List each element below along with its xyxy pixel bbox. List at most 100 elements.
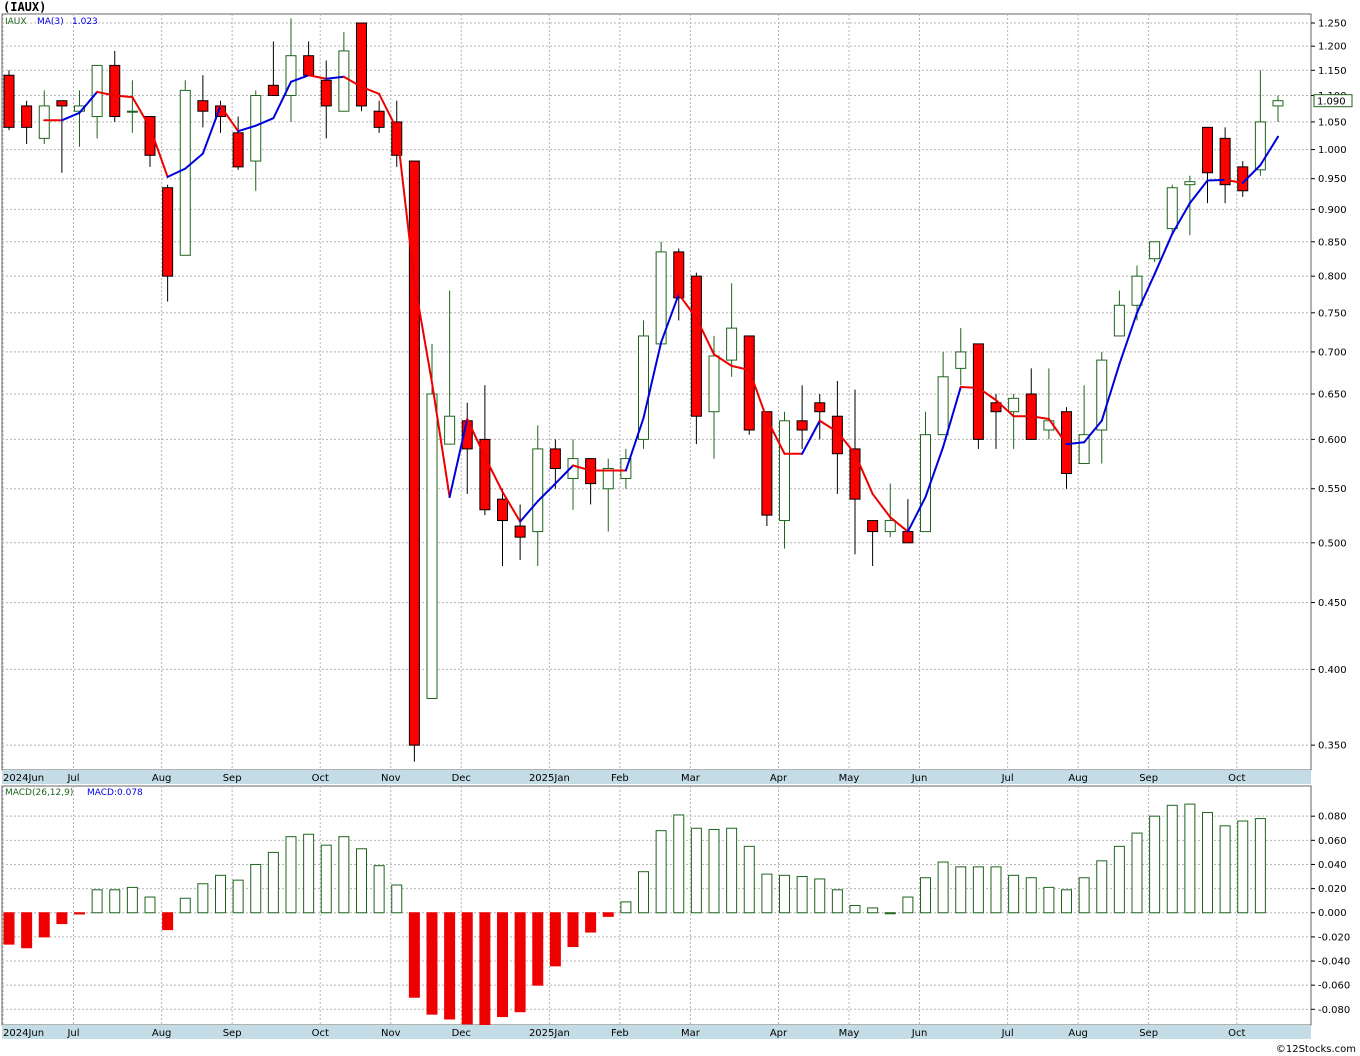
macd-legend-value: MACD:0.078 [87, 788, 143, 798]
macd-bar [990, 866, 1002, 914]
candle-body [109, 64, 121, 118]
price-tick-label: 1.200 [1318, 42, 1347, 53]
candle-body [867, 520, 879, 533]
ma3-segment [924, 445, 945, 499]
macd-bar [1025, 877, 1037, 914]
ma3-segment [431, 381, 451, 499]
macd-bar [673, 814, 685, 914]
macd-bar [74, 912, 85, 915]
ma3-segment [96, 90, 116, 97]
macd-tick-label: -0.080 [1318, 1005, 1350, 1016]
candle-body [391, 121, 403, 156]
candle-body [743, 335, 755, 431]
candle-body [761, 411, 773, 516]
candle-body [426, 393, 438, 699]
ma3-segment [113, 94, 134, 99]
ma3-segment [854, 452, 874, 495]
macd-bar [602, 912, 614, 917]
price-tick-label: 0.600 [1318, 435, 1347, 446]
ma3-segment [765, 417, 786, 455]
macd-bar [109, 889, 121, 914]
ma3-segment [977, 386, 997, 402]
macd-bar [303, 833, 315, 914]
ma3-segment [184, 152, 204, 170]
candle-body [972, 343, 984, 440]
macd-bar [514, 912, 526, 1013]
ma3-segment [325, 75, 345, 80]
macd-time-label: Nov [381, 1028, 401, 1039]
ma3-segment [660, 293, 680, 344]
ma3-segment [1047, 417, 1068, 446]
candle-body [250, 95, 262, 162]
ma3-segment [237, 124, 257, 133]
candle-body [497, 498, 508, 522]
candle-body [849, 448, 861, 500]
macd-bar [461, 912, 473, 1025]
ma3-segment [378, 92, 398, 130]
candle-body [144, 116, 156, 156]
macd-tick-label: 0.000 [1318, 908, 1347, 919]
site-credit: ©12Stocks.com [1276, 1044, 1356, 1055]
candle-body [831, 415, 843, 455]
macd-bar [250, 863, 262, 914]
macd-bar [902, 896, 914, 914]
macd-tick-label: 0.080 [1318, 812, 1347, 823]
ma3-segment [906, 496, 927, 533]
candle-body [479, 438, 491, 511]
macd-time-label: Aug [152, 1028, 172, 1039]
candle-body [38, 105, 50, 139]
price-time-label: Jul [66, 773, 79, 784]
ma3-segment [1118, 311, 1138, 366]
macd-bar [867, 907, 879, 914]
ma3-segment [713, 353, 733, 367]
ma3-segment [677, 293, 698, 320]
macd-bar [3, 912, 15, 945]
candle-body [232, 132, 244, 168]
macd-bar [426, 912, 438, 1015]
ma3-segment [395, 127, 416, 283]
macd-time-label: Apr [770, 1028, 788, 1039]
candle-body [444, 415, 456, 445]
price-tick-label: 0.800 [1318, 272, 1347, 283]
macd-time-label: Jul [1001, 1028, 1014, 1039]
price-time-label: Nov [381, 773, 401, 784]
candle-body [56, 100, 68, 107]
candle-body [1272, 100, 1284, 107]
macd-bar [197, 883, 209, 914]
candle-body [1078, 434, 1090, 465]
macd-axis: 0.080 0.060 0.040 0.020 0.000 -0.020 -0.040 -0.… [1311, 812, 1350, 1016]
macd-legend-name: MACD(26,12,9) [5, 788, 73, 798]
price-tick-label: 0.500 [1318, 538, 1347, 549]
price-axis: 1.2501.2001.1501.1001.0501.0000.9500.900… [1311, 19, 1347, 752]
macd-bar [1078, 877, 1090, 914]
macd-time-label: May [839, 1028, 860, 1039]
macd-bar [761, 873, 773, 914]
macd-bar [620, 901, 632, 914]
macd-tick-label: 0.040 [1318, 860, 1347, 871]
candle-body [708, 355, 720, 413]
ma3-segment [448, 417, 469, 499]
macd-bar [38, 912, 50, 938]
macd-bar [849, 905, 861, 914]
macd-time-label: 2025Jan [529, 1028, 570, 1039]
candle-body [1008, 397, 1020, 413]
macd-bar [232, 879, 244, 914]
ma3-segment [995, 399, 1015, 418]
ma3-segment [1030, 415, 1050, 420]
macd-bar [726, 827, 738, 914]
macd-bar [955, 866, 967, 914]
ma3-segment [360, 85, 381, 95]
ma3-segment [201, 104, 222, 155]
macd-bar [884, 912, 896, 915]
price-tick-label: 0.900 [1318, 205, 1347, 216]
macd-panel: 0.080 0.060 0.040 0.020 0.000 -0.020 -0.040 -0.… [1, 785, 1350, 1039]
candle-body [690, 275, 702, 417]
candle-body [338, 50, 350, 112]
candle-body [673, 251, 685, 299]
candle-body [602, 467, 614, 490]
price-time-label: Sep [223, 773, 242, 784]
ma3-segment [1206, 178, 1227, 182]
price-time-label: Oct [1228, 773, 1245, 784]
price-tick-label: 1.000 [1318, 145, 1347, 156]
macd-time-label: Dec [452, 1028, 471, 1039]
